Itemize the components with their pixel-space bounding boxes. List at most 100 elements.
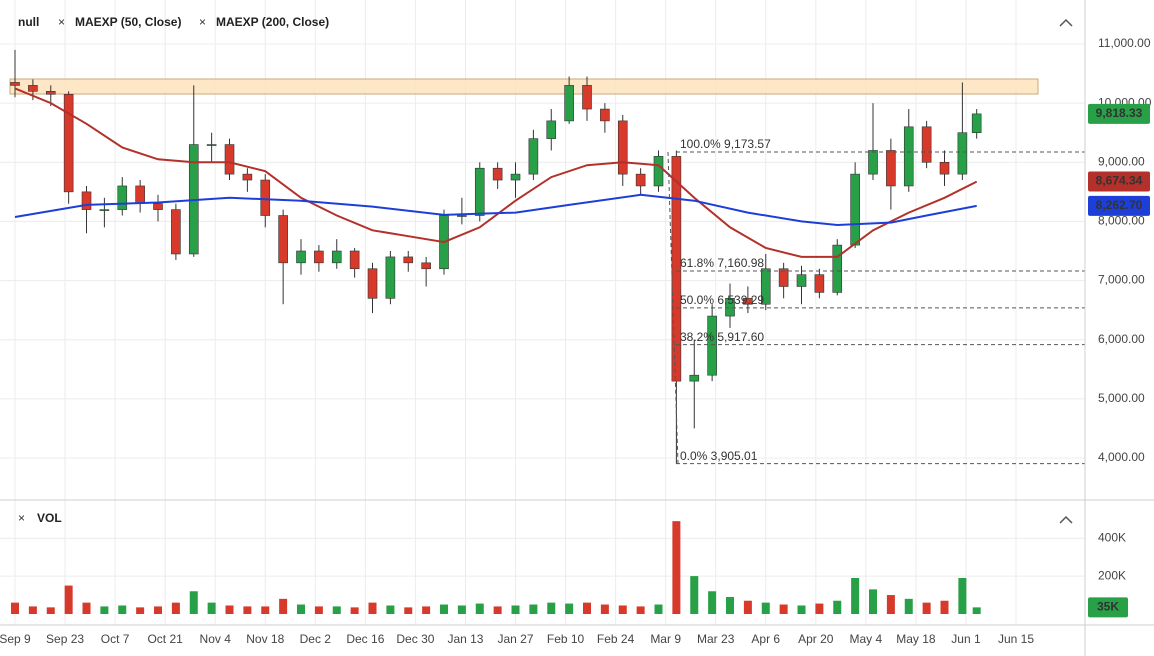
volume-bar [797, 605, 806, 614]
price-tag-label: 9,818.33 [1096, 106, 1143, 120]
volume-bar [422, 606, 431, 614]
y-tick-label: 8,000.00 [1098, 214, 1145, 228]
volume-bar [279, 598, 288, 614]
price-tag-label: 8,674.34 [1096, 174, 1143, 188]
x-tick-label: Dec 30 [396, 632, 434, 646]
y-tick-label: 4,000.00 [1098, 450, 1145, 464]
volume-bar [547, 602, 556, 614]
candle-body [868, 150, 878, 175]
candle-body [63, 93, 74, 193]
volume-bar [815, 603, 824, 614]
candle-body [421, 262, 431, 270]
volume-bar [350, 607, 359, 614]
x-tick-label: May 18 [896, 632, 936, 646]
candle-body [242, 173, 253, 181]
candle-body [939, 161, 950, 175]
y-tick-label: 7,000.00 [1098, 273, 1145, 287]
volume-bar [851, 578, 860, 614]
x-tick-label: Dec 2 [300, 632, 332, 646]
fib-label: 38.2% 5,917.60 [680, 330, 764, 344]
x-tick-label: Jun 1 [951, 632, 981, 646]
volume-bar [726, 596, 735, 614]
volume-bar [82, 602, 91, 614]
volume-bar [457, 605, 466, 614]
volume-bar [636, 606, 645, 614]
y-tick-label: 5,000.00 [1098, 391, 1145, 405]
candle-body [260, 179, 271, 216]
candle-body [457, 215, 467, 217]
volume-bar [11, 602, 20, 614]
legend-close-icon[interactable]: × [18, 511, 25, 525]
x-tick-label: Oct 21 [147, 632, 183, 646]
volume-bar [207, 602, 216, 614]
fib-label: 61.8% 7,160.98 [680, 256, 764, 270]
candle-body [367, 268, 378, 299]
candle-body [28, 85, 38, 92]
volume-bar [583, 602, 592, 614]
x-tick-label: Sep 23 [46, 632, 84, 646]
volume-bar [368, 602, 377, 614]
volume-bar [886, 595, 895, 614]
fib-label: 100.0% 9,173.57 [680, 137, 771, 151]
volume-bar [690, 576, 699, 614]
volume-bar [958, 578, 967, 614]
legend-close-icon[interactable]: × [58, 15, 65, 29]
volume-bar [100, 606, 109, 614]
x-tick-label: Nov 18 [246, 632, 284, 646]
price-tag [1088, 103, 1150, 124]
resistance-zone [9, 78, 1039, 95]
fib-label: 0.0% 3,905.01 [680, 449, 758, 463]
volume-bar [904, 598, 913, 614]
candle-body [206, 144, 217, 146]
candle-body [492, 167, 503, 181]
volume-bar [297, 604, 306, 614]
volume-bar [654, 604, 663, 614]
volume-bar [189, 591, 198, 614]
collapse-button[interactable] [1059, 515, 1073, 524]
volume-bar [511, 605, 520, 614]
volume-bar [761, 602, 770, 614]
y-tick-label: 200K [1098, 568, 1126, 582]
volume-bar [440, 604, 449, 614]
volume-bar [600, 604, 609, 614]
candle-body [278, 215, 288, 264]
y-tick-label: 9,000.00 [1098, 154, 1145, 168]
x-tick-label: Jun 15 [998, 632, 1034, 646]
candle-body [971, 113, 982, 134]
candle-body [224, 144, 235, 175]
volume-bar [46, 607, 55, 614]
volume-bar [922, 602, 931, 614]
volume-bar [475, 603, 484, 614]
candle-body [814, 274, 825, 293]
volume-bar [28, 606, 37, 614]
candle-body [349, 250, 360, 270]
x-tick-label: Mar 9 [650, 632, 681, 646]
volume-bar [386, 605, 395, 614]
volume-bar [118, 605, 127, 614]
price-tag [1088, 195, 1150, 216]
candle-body [671, 156, 682, 382]
volume-bar [136, 607, 145, 614]
candle-body [403, 256, 414, 264]
volume-bar [779, 604, 788, 614]
volume-bar [64, 585, 73, 614]
collapse-button[interactable] [1059, 18, 1073, 27]
candle-body [45, 91, 56, 95]
x-tick-label: May 4 [850, 632, 883, 646]
legend-close-icon[interactable]: × [199, 15, 206, 29]
x-tick-label: Nov 4 [200, 632, 232, 646]
candle-body [564, 85, 574, 122]
x-tick-label: Apr 20 [798, 632, 834, 646]
fib-diagonal [667, 152, 679, 464]
y-tick-label: 11,000.00 [1098, 36, 1151, 50]
legend-ma200: MAEXP (200, Close) [216, 15, 329, 29]
legend-main: null [18, 15, 39, 29]
x-tick-label: Oct 7 [101, 632, 130, 646]
candle-body [510, 173, 521, 181]
candle-body [617, 120, 628, 175]
volume-bar [243, 606, 252, 614]
volume-bar [493, 606, 502, 614]
fib-label: 50.0% 6,539.29 [680, 293, 764, 307]
